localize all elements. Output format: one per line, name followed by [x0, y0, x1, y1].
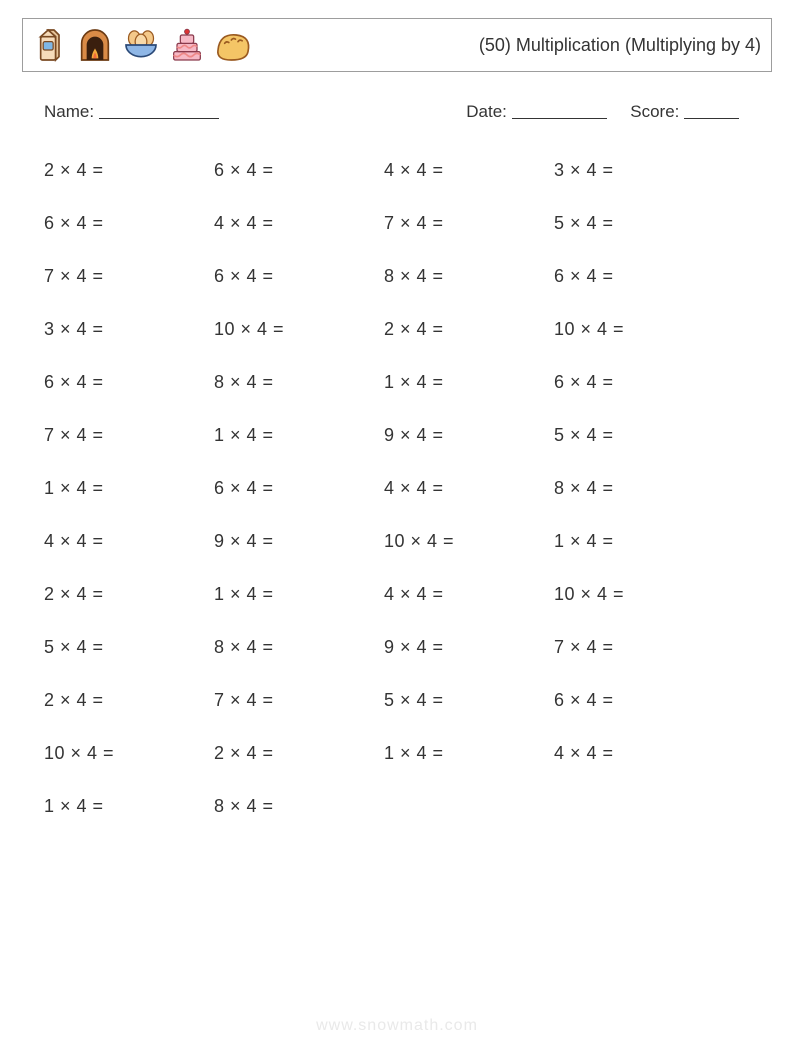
score-blank[interactable] — [684, 104, 739, 119]
problem-cell: 8 × 4 = — [384, 250, 554, 303]
problem-cell: 4 × 4 = — [384, 568, 554, 621]
problem-row: 3 × 4 =10 × 4 =2 × 4 =10 × 4 = — [44, 303, 772, 356]
problem-cell: 8 × 4 = — [214, 621, 384, 674]
problem-cell: 7 × 4 = — [44, 409, 214, 462]
problem-cell: 7 × 4 = — [554, 621, 724, 674]
problem-cell: 6 × 4 = — [214, 462, 384, 515]
problem-row: 4 × 4 =9 × 4 =10 × 4 =1 × 4 = — [44, 515, 772, 568]
problem-row: 2 × 4 =7 × 4 =5 × 4 =6 × 4 = — [44, 674, 772, 727]
problem-row: 5 × 4 =8 × 4 =9 × 4 =7 × 4 = — [44, 621, 772, 674]
problem-cell: 4 × 4 = — [384, 462, 554, 515]
problem-cell: 5 × 4 = — [554, 197, 724, 250]
problem-cell: 1 × 4 = — [214, 409, 384, 462]
problem-row: 7 × 4 =1 × 4 =9 × 4 =5 × 4 = — [44, 409, 772, 462]
problem-cell: 2 × 4 = — [384, 303, 554, 356]
problem-cell: 7 × 4 = — [214, 674, 384, 727]
problem-cell: 10 × 4 = — [384, 515, 554, 568]
problem-cell: 1 × 4 = — [214, 568, 384, 621]
eggs-bowl-icon — [121, 25, 161, 65]
problem-cell: 3 × 4 = — [554, 144, 724, 197]
bread-loaf-icon — [213, 25, 253, 65]
problem-cell: 6 × 4 = — [554, 674, 724, 727]
problem-cell: 8 × 4 = — [214, 780, 384, 833]
problem-cell: 9 × 4 = — [384, 621, 554, 674]
problem-cell: 2 × 4 = — [44, 144, 214, 197]
problem-row: 2 × 4 =1 × 4 =4 × 4 =10 × 4 = — [44, 568, 772, 621]
problem-cell: 8 × 4 = — [214, 356, 384, 409]
problem-cell: 7 × 4 = — [384, 197, 554, 250]
problem-cell: 10 × 4 = — [214, 303, 384, 356]
date-blank[interactable] — [512, 104, 607, 119]
problem-cell: 10 × 4 = — [554, 303, 724, 356]
problem-row: 6 × 4 =8 × 4 =1 × 4 =6 × 4 = — [44, 356, 772, 409]
problem-cell: 2 × 4 = — [44, 568, 214, 621]
problem-cell: 4 × 4 = — [384, 144, 554, 197]
problem-cell: 2 × 4 = — [44, 674, 214, 727]
problem-cell: 6 × 4 = — [554, 356, 724, 409]
problem-cell: 1 × 4 = — [384, 356, 554, 409]
score-label: Score: — [630, 102, 679, 121]
problem-row: 7 × 4 =6 × 4 =8 × 4 =6 × 4 = — [44, 250, 772, 303]
problem-cell: 7 × 4 = — [44, 250, 214, 303]
problem-cell: 9 × 4 = — [214, 515, 384, 568]
milk-carton-icon — [29, 25, 69, 65]
problem-cell: 6 × 4 = — [214, 250, 384, 303]
problem-grid: 2 × 4 =6 × 4 =4 × 4 =3 × 4 =6 × 4 =4 × 4… — [44, 144, 772, 833]
problem-cell: 1 × 4 = — [554, 515, 724, 568]
problem-cell: 1 × 4 = — [384, 727, 554, 780]
problem-cell: 8 × 4 = — [554, 462, 724, 515]
problem-cell: 10 × 4 = — [554, 568, 724, 621]
bread-oven-icon — [75, 25, 115, 65]
problem-cell: 1 × 4 = — [44, 780, 214, 833]
meta-row: Name: Date: Score: — [44, 102, 772, 122]
problem-row: 1 × 4 =6 × 4 =4 × 4 =8 × 4 = — [44, 462, 772, 515]
problem-cell: 6 × 4 = — [214, 144, 384, 197]
name-label: Name: — [44, 102, 94, 121]
worksheet-header: (50) Multiplication (Multiplying by 4) — [22, 18, 772, 72]
problem-cell: 3 × 4 = — [44, 303, 214, 356]
problem-cell: 2 × 4 = — [214, 727, 384, 780]
problem-cell: 4 × 4 = — [44, 515, 214, 568]
problem-cell: 5 × 4 = — [384, 674, 554, 727]
problem-row: 1 × 4 =8 × 4 = — [44, 780, 772, 833]
problem-cell: 1 × 4 = — [44, 462, 214, 515]
problem-cell: 4 × 4 = — [214, 197, 384, 250]
problem-row: 2 × 4 =6 × 4 =4 × 4 =3 × 4 = — [44, 144, 772, 197]
problem-cell: 4 × 4 = — [554, 727, 724, 780]
header-icon-row — [29, 25, 253, 65]
problem-cell: 9 × 4 = — [384, 409, 554, 462]
name-blank[interactable] — [99, 104, 219, 119]
problem-cell: 5 × 4 = — [44, 621, 214, 674]
problem-cell: 6 × 4 = — [44, 356, 214, 409]
layer-cake-icon — [167, 25, 207, 65]
date-label: Date: — [466, 102, 507, 121]
problem-row: 10 × 4 =2 × 4 =1 × 4 =4 × 4 = — [44, 727, 772, 780]
problem-cell — [384, 780, 554, 833]
problem-cell: 6 × 4 = — [554, 250, 724, 303]
problem-cell: 6 × 4 = — [44, 197, 214, 250]
problem-cell: 10 × 4 = — [44, 727, 214, 780]
problem-cell — [554, 780, 724, 833]
problem-cell: 5 × 4 = — [554, 409, 724, 462]
problem-row: 6 × 4 =4 × 4 =7 × 4 =5 × 4 = — [44, 197, 772, 250]
worksheet-title: (50) Multiplication (Multiplying by 4) — [479, 35, 761, 56]
footer-watermark: www.snowmath.com — [0, 1017, 794, 1035]
